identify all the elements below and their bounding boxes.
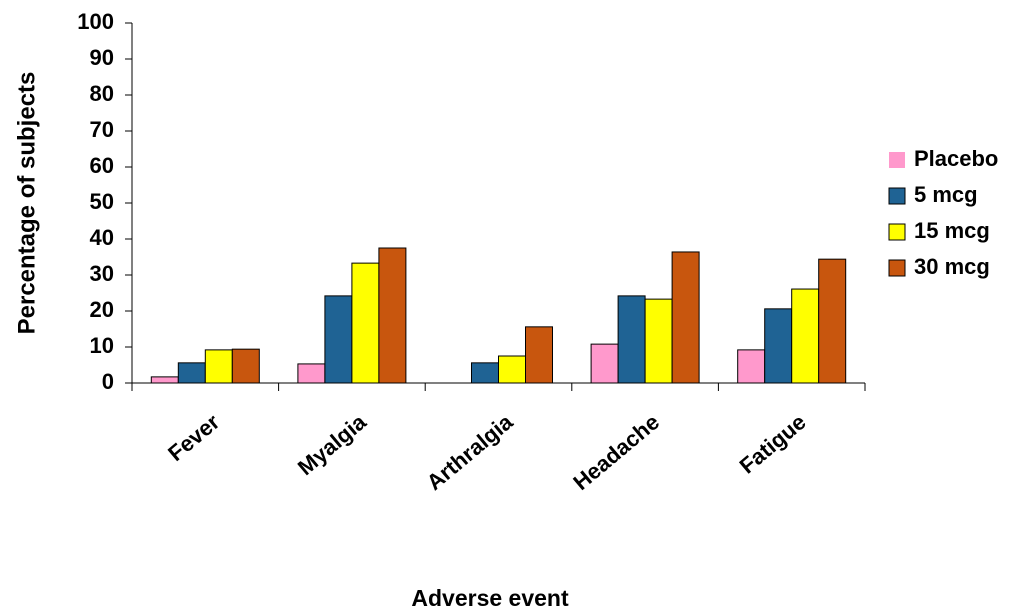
bar: [645, 299, 672, 383]
x-tick-label: Myalgia: [293, 409, 371, 481]
bar: [591, 344, 618, 383]
bar: [325, 296, 352, 383]
y-tick-label: 0: [102, 369, 114, 394]
y-tick-label: 70: [90, 117, 114, 142]
y-tick-label: 90: [90, 45, 114, 70]
x-axis-title: Adverse event: [411, 585, 569, 611]
y-tick-label: 40: [90, 225, 114, 250]
chart: Percentage of subjects Adverse event 0 10…: [0, 0, 1036, 615]
y-axis-title: Percentage of subjects: [13, 72, 40, 335]
bar: [205, 350, 232, 383]
legend-swatch: [889, 260, 905, 276]
y-tick-label: 30: [90, 261, 114, 286]
legend-label: 15 mcg: [914, 218, 990, 243]
y-tick-label: 80: [90, 81, 114, 106]
legend-label: 5 mcg: [914, 182, 978, 207]
bar: [232, 349, 259, 383]
legend-swatch: [889, 224, 905, 240]
bar: [151, 377, 178, 383]
bar: [765, 309, 792, 383]
bar: [379, 248, 406, 383]
x-tick-label: Fever: [163, 409, 224, 466]
y-tick-label: 20: [90, 297, 114, 322]
y-tick-label: 50: [90, 189, 114, 214]
y-tick-label: 10: [90, 333, 114, 358]
bar: [618, 296, 645, 383]
bar: [298, 364, 325, 383]
legend-swatch: [889, 152, 905, 168]
y-tick-label: 100: [77, 9, 114, 34]
legend-label: Placebo: [914, 146, 998, 171]
y-tick-label: 60: [90, 153, 114, 178]
bar: [526, 327, 553, 383]
bar: [738, 350, 765, 383]
x-tick-label: Fatigue: [735, 409, 811, 478]
bar: [178, 363, 205, 383]
bar: [472, 363, 499, 383]
legend-label: 30 mcg: [914, 254, 990, 279]
bar: [819, 259, 846, 383]
x-tick-label: Arthralgia: [422, 409, 518, 495]
page: {"chart_data": {"type": "bar", "x_label"…: [0, 0, 1036, 615]
bar: [352, 263, 379, 383]
legend-swatch: [889, 188, 905, 204]
bar: [792, 289, 819, 383]
bar: [672, 252, 699, 383]
bar: [499, 356, 526, 383]
x-tick-label: Headache: [568, 409, 664, 495]
